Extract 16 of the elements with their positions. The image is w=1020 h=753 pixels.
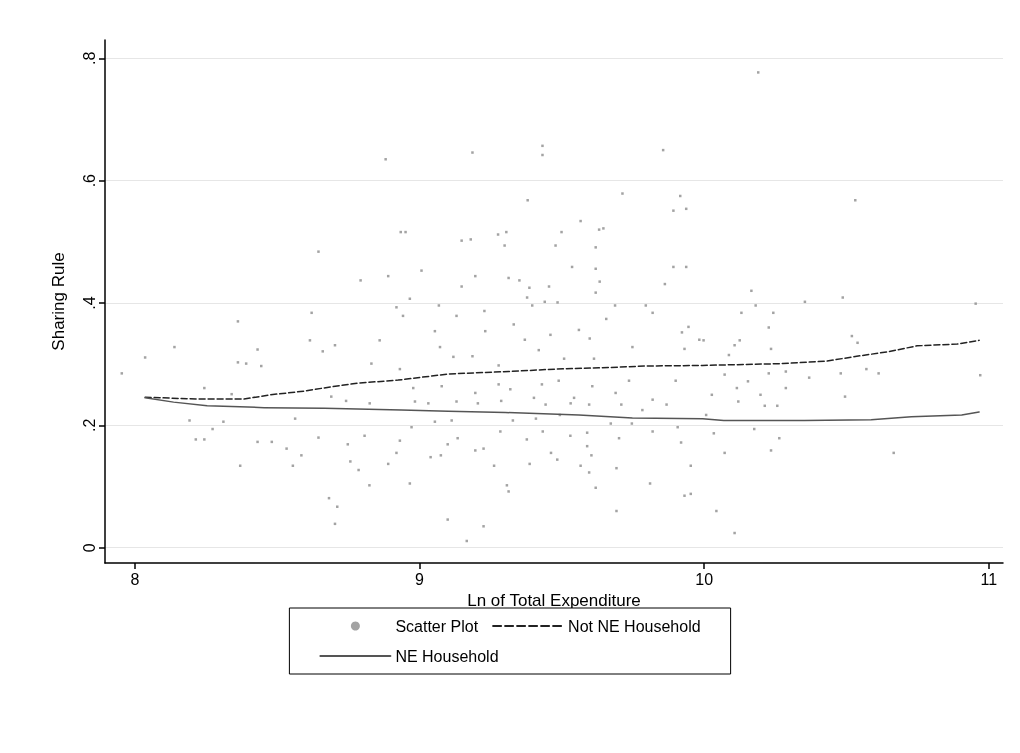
legend-label: Not NE Household xyxy=(568,617,701,635)
y-tick-label: 0 xyxy=(80,543,98,553)
y-tick-label: .2 xyxy=(80,418,98,433)
x-tick-label: 9 xyxy=(415,570,425,588)
y-axis-title: Sharing Rule xyxy=(49,252,68,351)
y-tick-label: .4 xyxy=(80,296,98,310)
legend-label: Scatter Plot xyxy=(395,617,479,635)
legend-label: NE Household xyxy=(395,647,499,665)
x-tick-label: 8 xyxy=(130,570,140,588)
line-series xyxy=(144,397,980,422)
x-tick-label: 10 xyxy=(695,570,714,588)
y-tick-label: .8 xyxy=(80,51,98,66)
y-tick-label: .6 xyxy=(80,173,98,188)
x-axis-title: Ln of Total Expenditure xyxy=(467,590,641,610)
line-series xyxy=(144,339,980,400)
x-tick-label: 11 xyxy=(980,570,998,588)
